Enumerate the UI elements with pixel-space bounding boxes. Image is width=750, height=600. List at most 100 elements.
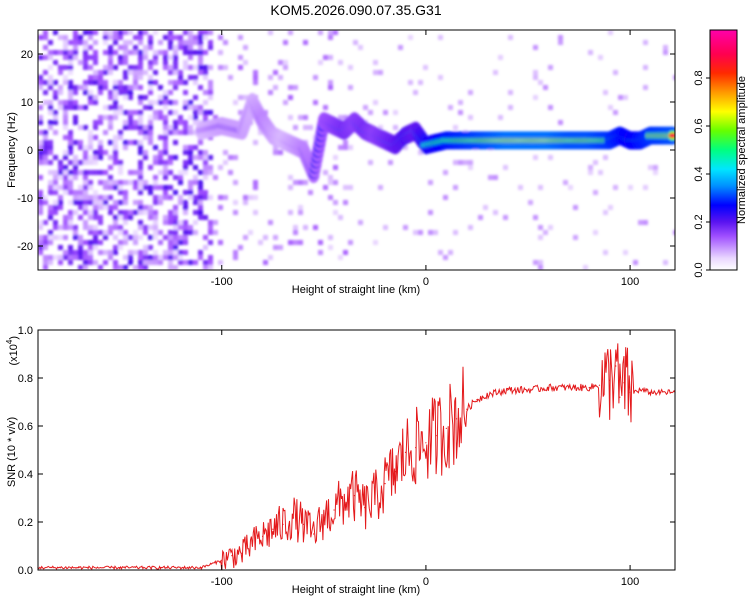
spectrogram-cell [153, 50, 158, 55]
spectrogram-cell [183, 170, 188, 175]
spectrogram-cell [543, 85, 548, 90]
spectrogram-cell [38, 225, 43, 230]
spectrogram-cell [113, 140, 118, 145]
spectrogram-cell [43, 100, 48, 105]
spectrogram-cell [138, 150, 143, 155]
spectrogram-cell [608, 105, 613, 110]
spectrogram-cell [68, 140, 73, 145]
spectrogram-cell [138, 210, 143, 215]
snr-xtick-label: 0 [423, 576, 429, 588]
spectrogram-cell [178, 75, 183, 80]
spectrogram-cell [333, 155, 338, 160]
spectrogram-cell [113, 50, 118, 55]
colorbar-tick-label: 0.0 [693, 262, 705, 277]
spectrogram-cell [163, 105, 168, 110]
spectrogram-cell [158, 195, 163, 200]
spectrogram-cell [163, 100, 168, 105]
snr-point [200, 567, 202, 569]
spectrogram-cell [203, 90, 208, 95]
spectrogram-cell [98, 205, 103, 210]
spectrogram-cell [548, 65, 553, 70]
spectrogram-cell [163, 55, 168, 60]
spectrogram-cell [138, 235, 143, 240]
snr-point [302, 523, 305, 526]
spectrogram-cell [603, 90, 608, 95]
spectrogram-cell [113, 155, 118, 160]
spectrogram-cell [173, 255, 178, 260]
spectrogram-cell [468, 165, 473, 170]
spectrogram-cell [138, 190, 143, 195]
spectrogram-cell [233, 255, 238, 260]
spectrogram-cell [158, 110, 163, 115]
spectrogram-cell [153, 180, 158, 185]
spectrogram-cell [468, 90, 473, 95]
spectrogram-cell [173, 55, 178, 60]
spectrogram-cell [68, 220, 73, 225]
snr-ytick-label: 0.4 [18, 469, 33, 481]
spectrogram-cell [73, 175, 78, 180]
spectrogram-cell [643, 185, 648, 190]
spectrogram-cell [63, 190, 68, 195]
spectrogram-cell [183, 50, 188, 55]
spectrogram-cell [68, 80, 73, 85]
spectrogram-cell [168, 30, 173, 35]
snr-point [272, 528, 274, 530]
snr-point [486, 394, 488, 396]
snr-point [615, 365, 617, 367]
spectrogram-cell [303, 125, 308, 130]
spectrogram-cell [143, 50, 148, 55]
spectrogram-cell [123, 40, 128, 45]
spectrogram-cell [163, 235, 168, 240]
spectrogram-cell [558, 40, 563, 45]
spectrogram-cell [68, 175, 73, 180]
spectrogram-cell [88, 75, 93, 80]
spectrogram-cell [183, 145, 188, 150]
spectrogram-cell [638, 220, 643, 225]
spectrogram-cell [563, 180, 568, 185]
spectrogram-cell [508, 90, 513, 95]
spectrogram-cell [178, 120, 183, 125]
spectrogram-cell [83, 125, 88, 130]
spectrogram-cell [113, 200, 118, 205]
spectrogram-cell [223, 150, 228, 155]
spectrogram-cell [58, 205, 63, 210]
spectrogram-cell [93, 135, 98, 140]
spectrogram-cell [193, 120, 198, 125]
spectrogram-cell [283, 65, 288, 70]
spectrogram-cell [178, 195, 183, 200]
spectrogram-cell [73, 140, 78, 145]
spectrogram-cell [88, 185, 93, 190]
spectrogram-cell [128, 235, 133, 240]
spectrogram-cell [43, 200, 48, 205]
spectrogram-cell [63, 150, 68, 155]
spectrogram-cell [88, 260, 93, 265]
spectrogram-cell [163, 135, 168, 140]
spectrogram-cell [233, 100, 238, 105]
spectrogram-cell [58, 160, 63, 165]
spectrogram-cell [53, 225, 58, 230]
spectrogram-cell [403, 145, 408, 150]
snr-series-line [38, 343, 675, 570]
spectrogram-cell [153, 100, 158, 105]
spectrogram-cell [83, 30, 88, 35]
spectrogram-cell [203, 30, 208, 35]
spectrogram-cell [178, 235, 183, 240]
spectrogram-cell [178, 225, 183, 230]
spectrogram-cell [63, 105, 68, 110]
spectrogram-cell [123, 210, 128, 215]
snr-point [415, 447, 417, 449]
spectrogram-cell [183, 80, 188, 85]
spectrogram-cell [48, 210, 53, 215]
spectrogram-cell [418, 230, 423, 235]
spectrogram-cell [253, 75, 258, 80]
spectrogram-cell [198, 210, 203, 215]
spectrogram-cell [128, 90, 133, 95]
snr-point [629, 391, 631, 393]
spectrogram-cell [58, 35, 63, 40]
spectrogram-cell [338, 145, 343, 150]
spectrogram-cell [113, 250, 118, 255]
spectrogram-cell [183, 250, 188, 255]
spectrogram-cell [183, 220, 188, 225]
spectrogram-cell [203, 215, 208, 220]
spectrogram-cell [123, 265, 128, 270]
